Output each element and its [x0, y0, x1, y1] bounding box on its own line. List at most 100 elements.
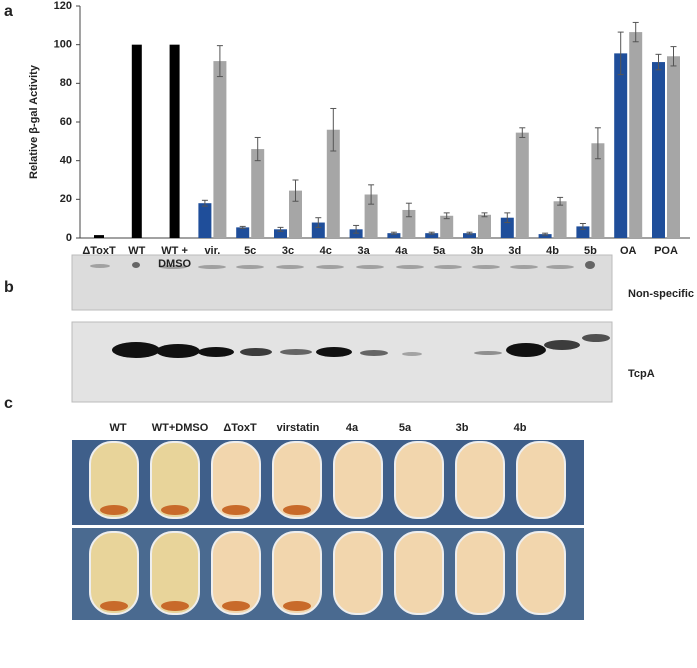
pellet — [283, 601, 311, 611]
blot-label: Non-specific — [628, 288, 694, 300]
bar — [667, 56, 680, 239]
x-tick-label: WT + DMSO — [158, 245, 191, 270]
x-tick-line: 3d — [508, 245, 521, 257]
tube — [516, 531, 566, 615]
y-tick-label: 80 — [60, 77, 72, 89]
bar — [478, 214, 491, 238]
x-tick-line: OA — [620, 245, 637, 257]
tube — [89, 531, 139, 615]
photo-label: 5a — [399, 422, 412, 434]
bar — [311, 222, 325, 238]
x-tick-line: 5c — [244, 245, 256, 257]
y-tick-label: 0 — [66, 232, 72, 244]
x-tick-line: 4a — [395, 245, 408, 257]
blot-strip — [71, 254, 613, 311]
x-tick-line: 3b — [471, 245, 484, 257]
bar — [169, 44, 180, 238]
x-tick-label: 4c — [320, 245, 332, 257]
x-tick-label: 3c — [282, 245, 294, 257]
x-tick-line: 5b — [584, 245, 597, 257]
x-tick-label: WT — [128, 245, 145, 257]
y-axis-label: Relative β-gal Activity — [28, 64, 40, 179]
photo-label: WT — [109, 422, 126, 434]
x-tick-line: WT + — [161, 245, 188, 257]
pellet — [222, 601, 250, 611]
bar — [425, 233, 439, 238]
bar — [326, 129, 340, 238]
tube — [455, 531, 505, 615]
bar — [629, 32, 643, 238]
bar — [463, 233, 476, 238]
bar — [94, 235, 104, 238]
photo-label: 4a — [346, 422, 359, 434]
tube — [272, 441, 322, 519]
tube — [333, 531, 383, 615]
pellet — [161, 505, 189, 515]
photo-label: 4b — [514, 422, 527, 434]
tube — [394, 531, 444, 615]
photo-label: virstatin — [277, 422, 320, 434]
x-tick-label: OA — [620, 245, 637, 257]
bar — [364, 194, 378, 238]
bar — [538, 234, 552, 238]
pellet — [100, 601, 128, 611]
x-tick-line: 3c — [282, 245, 294, 257]
blot-bands — [112, 334, 610, 358]
x-tick-label: ΔToxT — [82, 245, 116, 257]
tube — [150, 441, 200, 519]
bar — [236, 227, 250, 238]
tube — [516, 441, 566, 519]
x-tick-line: 4c — [320, 245, 332, 257]
bar — [251, 149, 265, 238]
tube — [394, 441, 444, 519]
y-tick-label: 20 — [60, 193, 72, 205]
photo-label: WT+DMSO — [152, 422, 209, 434]
bar — [591, 143, 605, 238]
blot-label: TcpA — [628, 368, 655, 380]
bar — [213, 61, 227, 238]
x-tick-label: 5a — [433, 245, 446, 257]
tube — [333, 441, 383, 519]
tubes — [89, 441, 566, 615]
blot-strip — [71, 321, 613, 403]
bar — [402, 209, 416, 238]
bar — [515, 132, 529, 238]
y-tick-label: 40 — [60, 155, 72, 167]
bar — [614, 53, 628, 238]
bar — [576, 226, 590, 238]
x-tick-label: 3b — [471, 245, 484, 257]
tube — [211, 531, 261, 615]
x-tick-label: 4b — [546, 245, 559, 257]
x-tick-label: 3a — [357, 245, 370, 257]
x-tick-label: 4a — [395, 245, 408, 257]
tube — [455, 441, 505, 519]
y-tick-label: 120 — [54, 0, 72, 12]
pellet — [222, 505, 250, 515]
bar — [500, 217, 514, 238]
x-tick-line: DMSO — [158, 258, 191, 270]
x-tick-line: 3a — [357, 245, 370, 257]
x-tick-line: POA — [654, 245, 678, 257]
tube — [150, 531, 200, 615]
bar — [440, 215, 454, 238]
photo — [72, 528, 584, 620]
x-tick-label: 5b — [584, 245, 597, 257]
x-tick-label: POA — [654, 245, 678, 257]
bar — [652, 62, 665, 238]
y-tick-label: 60 — [60, 116, 72, 128]
panel-label: b — [4, 279, 14, 296]
photo — [72, 440, 584, 525]
tube — [272, 531, 322, 615]
bar — [274, 229, 287, 238]
bar — [387, 233, 401, 238]
tube — [89, 441, 139, 519]
panel-label: a — [4, 3, 13, 20]
x-tick-line: 4b — [546, 245, 559, 257]
x-tick-label: 5c — [244, 245, 256, 257]
bar — [553, 201, 567, 238]
x-tick-line: 5a — [433, 245, 446, 257]
bar — [289, 190, 302, 238]
y-tick-label: 100 — [54, 39, 72, 51]
x-tick-line: vir. — [204, 245, 220, 257]
